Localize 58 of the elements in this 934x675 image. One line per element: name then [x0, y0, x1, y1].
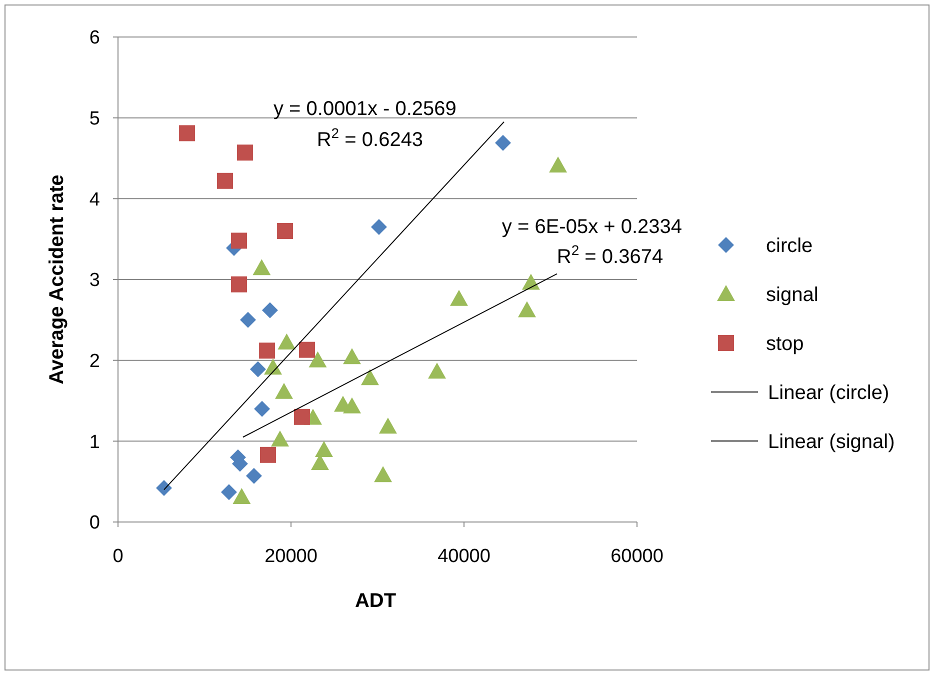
point [277, 223, 294, 239]
annotation: R$^{2}$ = 0.6243 [316, 124, 424, 151]
point [314, 441, 333, 458]
point [278, 334, 296, 350]
point [220, 484, 237, 500]
point [264, 358, 282, 375]
y-tick-label: 4 [89, 189, 100, 210]
y-tick-label: 0 [89, 512, 100, 534]
y-tick-label: 1 [89, 432, 100, 453]
point [252, 259, 271, 276]
point [240, 312, 256, 328]
point [374, 466, 392, 482]
point [260, 446, 276, 463]
x-tick-label: 20000 [264, 546, 318, 567]
point [250, 361, 266, 378]
point [518, 301, 536, 318]
point [294, 408, 310, 425]
point [308, 351, 327, 368]
point [378, 418, 397, 434]
point [259, 342, 276, 359]
annotation: y = 0.0001x - 0.2569 [274, 98, 456, 120]
point [232, 488, 251, 504]
point [246, 468, 262, 484]
point [231, 276, 248, 292]
point [549, 156, 568, 173]
y-tick-label: 2 [89, 350, 100, 372]
point [342, 397, 361, 414]
point [179, 125, 196, 142]
y-tick-label: 5 [89, 108, 100, 130]
point [271, 430, 290, 447]
point [428, 362, 446, 379]
legend-label: signal [766, 284, 818, 306]
legend-label: stop [766, 333, 804, 355]
x-tick-label: 40000 [438, 546, 490, 567]
point [342, 348, 361, 364]
y-tick-label: 6 [89, 28, 100, 49]
legend-label: Linear (signal) [768, 431, 895, 453]
y-tick-label: 3 [89, 270, 100, 292]
point [274, 382, 293, 399]
point [156, 480, 172, 496]
point [217, 172, 233, 189]
annotation: R$^{2}$ = 0.3674 [556, 242, 664, 268]
x-axis-title: ADT [354, 590, 396, 612]
x-tick-label: 0 [112, 546, 124, 567]
point [370, 218, 387, 235]
point [231, 232, 248, 249]
x-tick-label: 60000 [610, 546, 664, 567]
point [299, 342, 316, 358]
point [450, 290, 468, 306]
point [236, 144, 253, 161]
point [262, 302, 278, 318]
y-axis-title: Average Accident rate [46, 174, 68, 384]
point [254, 400, 270, 417]
legend-label: circle [766, 235, 813, 257]
legend-label: Linear (circle) [768, 382, 890, 404]
point [360, 369, 379, 386]
annotation: y = 6E-05x + 0.2334 [502, 216, 682, 238]
point [495, 134, 512, 151]
